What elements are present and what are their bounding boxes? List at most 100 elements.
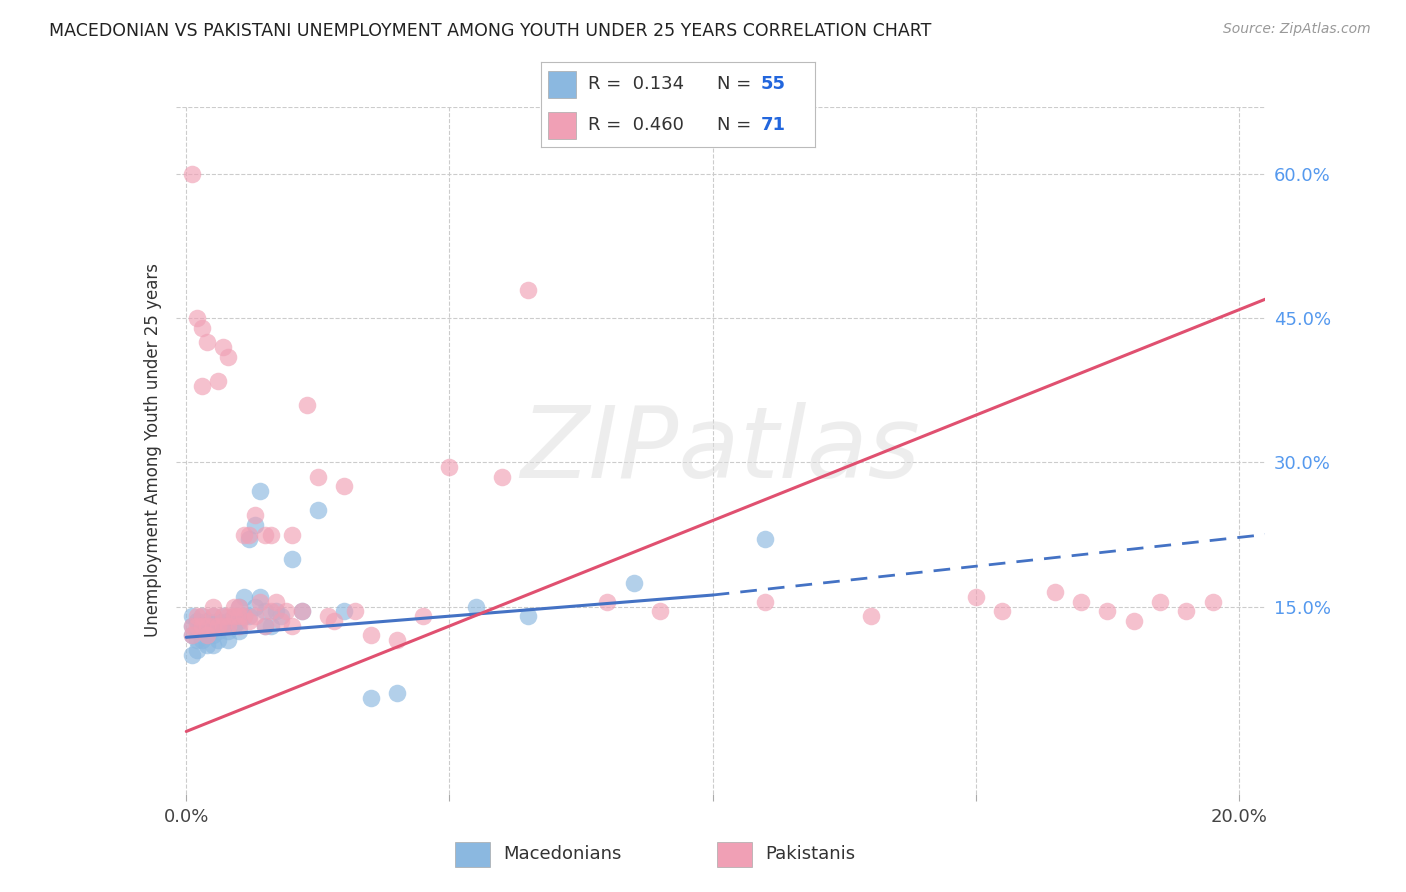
Point [439, 460, 461, 475]
Point [1070, 595, 1092, 609]
Point [180, 628, 202, 642]
Point [217, 614, 239, 628]
FancyBboxPatch shape [456, 842, 491, 867]
Point [212, 619, 235, 633]
Point [180, 609, 202, 624]
Point [648, 604, 671, 618]
Point [491, 470, 513, 484]
Text: R =  0.460: R = 0.460 [588, 116, 683, 134]
Point [217, 619, 239, 633]
Point [195, 624, 218, 638]
Point [222, 609, 245, 624]
Point [1097, 604, 1119, 618]
Point [186, 614, 208, 628]
Point [264, 595, 287, 609]
Point [360, 628, 382, 642]
FancyBboxPatch shape [548, 112, 575, 139]
Point [333, 479, 356, 493]
Text: 55: 55 [761, 76, 786, 94]
Point [318, 609, 340, 624]
Point [191, 321, 214, 335]
Text: 71: 71 [761, 116, 786, 134]
Point [291, 604, 314, 618]
Point [233, 609, 256, 624]
Point [233, 527, 256, 541]
Point [191, 609, 214, 624]
Point [1122, 614, 1144, 628]
Point [195, 619, 218, 633]
Point [291, 604, 314, 618]
Point [195, 638, 218, 652]
Point [517, 609, 540, 624]
Point [212, 609, 235, 624]
Point [254, 619, 277, 633]
Point [201, 609, 224, 624]
Point [222, 609, 245, 624]
FancyBboxPatch shape [548, 71, 575, 98]
Text: Pakistanis: Pakistanis [765, 845, 855, 863]
Point [228, 609, 250, 624]
Text: R =  0.134: R = 0.134 [588, 76, 685, 94]
Point [207, 374, 229, 388]
Point [217, 624, 239, 638]
Point [412, 609, 434, 624]
Point [180, 167, 202, 181]
Point [1043, 585, 1066, 599]
Point [228, 624, 250, 638]
FancyBboxPatch shape [717, 842, 752, 867]
Point [243, 599, 266, 614]
Point [297, 398, 319, 412]
Point [249, 590, 271, 604]
Point [186, 619, 208, 633]
Point [254, 619, 277, 633]
Point [228, 599, 250, 614]
Point [333, 604, 356, 618]
Point [1149, 595, 1171, 609]
Point [186, 642, 208, 657]
Point [191, 619, 214, 633]
Point [207, 633, 229, 648]
Point [217, 350, 239, 364]
Point [243, 508, 266, 523]
Point [270, 614, 292, 628]
Point [238, 609, 260, 624]
Point [186, 624, 208, 638]
Point [228, 599, 250, 614]
Point [201, 638, 224, 652]
Point [254, 604, 277, 618]
Point [238, 527, 260, 541]
Point [280, 527, 302, 541]
Point [385, 686, 408, 700]
Point [754, 595, 776, 609]
Point [195, 335, 218, 350]
Point [228, 614, 250, 628]
Point [233, 609, 256, 624]
Point [186, 609, 208, 624]
Point [307, 470, 329, 484]
Point [270, 609, 292, 624]
Text: N =: N = [717, 76, 751, 94]
Text: MACEDONIAN VS PAKISTANI UNEMPLOYMENT AMONG YOUTH UNDER 25 YEARS CORRELATION CHAR: MACEDONIAN VS PAKISTANI UNEMPLOYMENT AMO… [49, 22, 932, 40]
Point [212, 619, 235, 633]
Point [207, 624, 229, 638]
Point [191, 378, 214, 392]
Point [212, 340, 235, 354]
Point [217, 633, 239, 648]
Point [201, 619, 224, 633]
Point [222, 619, 245, 633]
Point [596, 595, 619, 609]
Point [464, 599, 486, 614]
Point [195, 614, 218, 628]
Point [623, 575, 645, 590]
Text: Source: ZipAtlas.com: Source: ZipAtlas.com [1223, 22, 1371, 37]
Point [243, 517, 266, 532]
Point [191, 609, 214, 624]
Point [991, 604, 1014, 618]
Point [201, 599, 224, 614]
Point [517, 283, 540, 297]
Point [249, 484, 271, 499]
Point [259, 604, 281, 618]
Point [212, 609, 235, 624]
Point [238, 533, 260, 547]
Point [259, 619, 281, 633]
